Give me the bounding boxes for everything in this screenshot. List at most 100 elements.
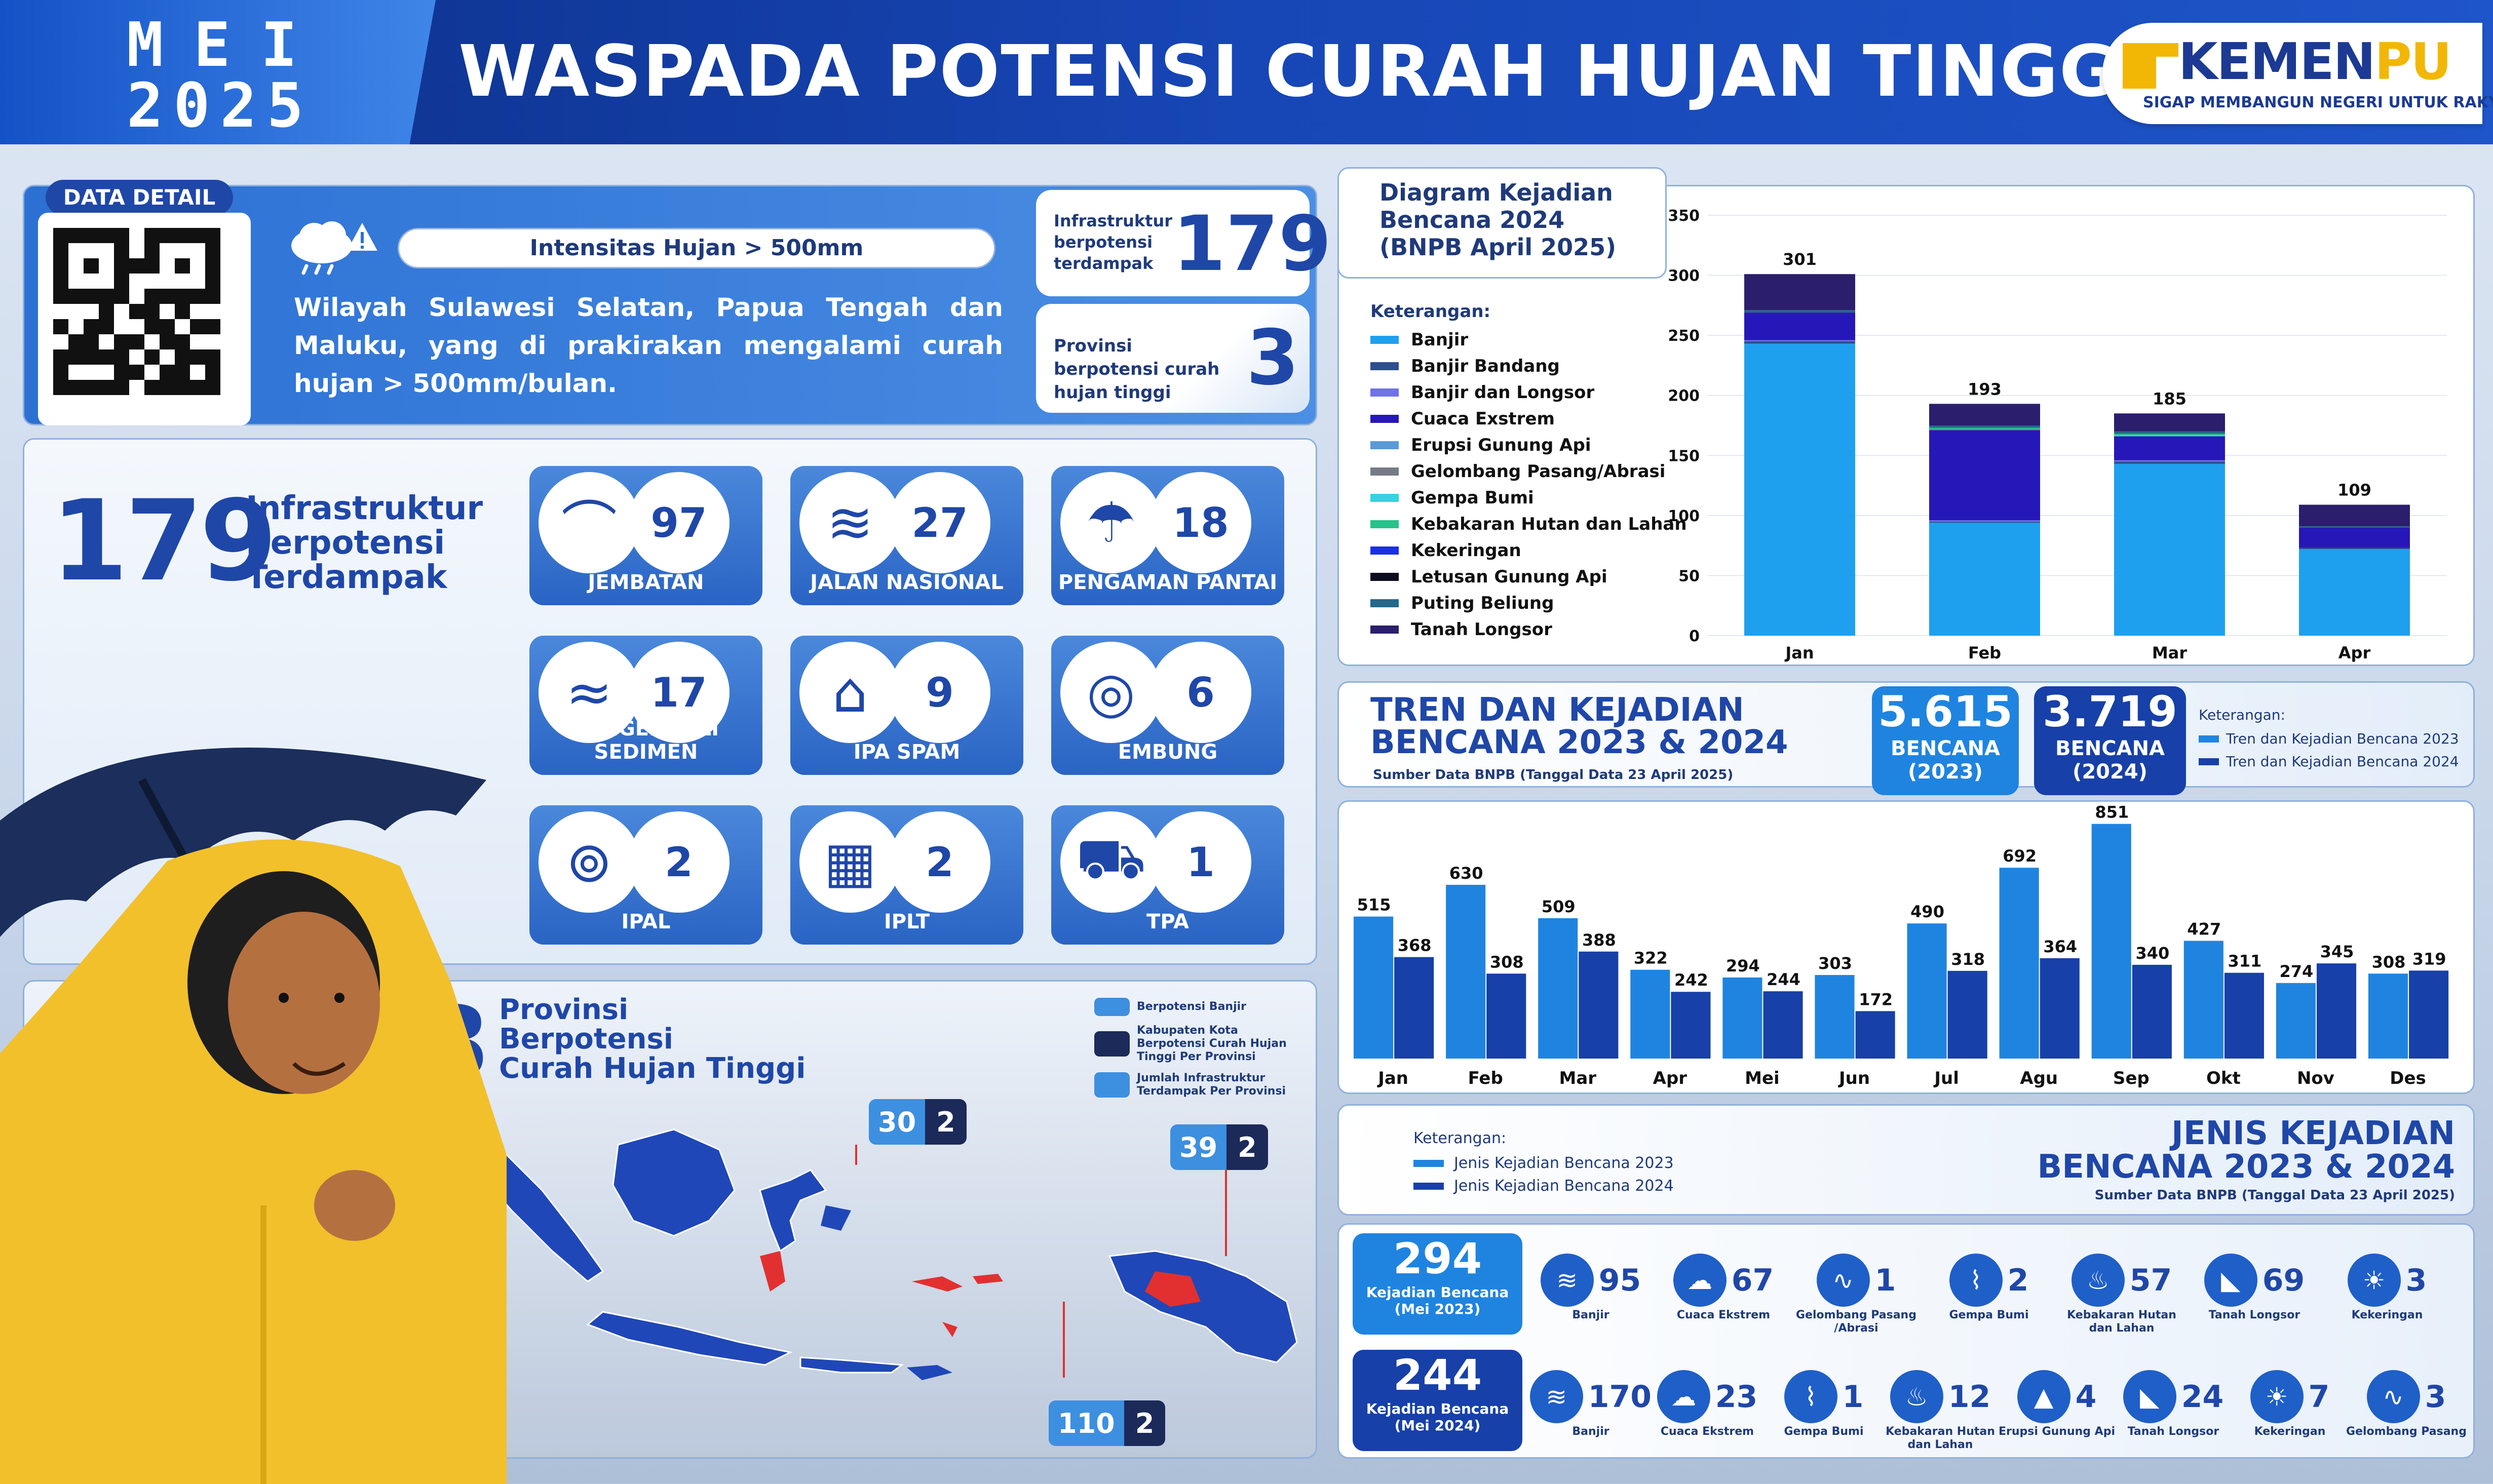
chart2-x-tick: Jul	[1933, 1068, 1959, 1088]
infra-tile-label: IPAL	[621, 910, 671, 933]
infra-tile-label: JALAN NASIONAL	[810, 571, 1004, 594]
kemenpu-logo: KEMENPU SIGAP MEMBANGUN NEGERI UNTUK RAK…	[2102, 23, 2493, 124]
chart1-legend-item: Banjir	[1370, 327, 1687, 353]
chart2-value-label: 308	[1490, 952, 1524, 971]
wastewater-icon: ⊚	[539, 811, 640, 913]
chart1-bar-segment	[2114, 463, 2225, 636]
chart2-bar	[1907, 923, 1947, 1059]
map-legend-item: Berpotensi Banjir	[1094, 998, 1307, 1016]
infra-tile-value: 6	[1150, 642, 1251, 743]
infra-tile-ipal: ⊚ 2 IPAL	[529, 805, 762, 945]
jenis-item-label: Kebakaran Hutan dan Lahan	[2067, 1309, 2176, 1335]
jenis-item: ☀ 7 Kekeringan	[2229, 1370, 2351, 1438]
infra-tile-label: IPA SPAM	[853, 740, 961, 764]
chart2-value-label: 490	[1910, 902, 1944, 921]
logo-slogan: SIGAP MEMBANGUN NEGERI UNTUK RAKYAT	[2143, 94, 2493, 111]
chart1-y-tick: 250	[1668, 327, 1700, 345]
total-mei-2023: 294 Kejadian Bencana (Mei 2023)	[1353, 1233, 1522, 1335]
infra-tile-label: IPLT	[884, 910, 930, 933]
chart1-bar-segment	[2114, 413, 2225, 432]
chart1-bar-segment	[1744, 274, 1855, 310]
chart2-value-label: 851	[2095, 803, 2129, 822]
chart2-x-tick: Mar	[1559, 1068, 1597, 1088]
jenis-title: JENIS KEJADIAN BENCANA 2023 & 2024	[2037, 1115, 2455, 1186]
chart1-legend-item: Banjir Bandang	[1370, 353, 1687, 379]
jenis-item-value: 170	[1588, 1379, 1652, 1415]
chart2-value-label: 303	[1818, 954, 1852, 973]
jenis-item-value: 67	[1731, 1262, 1774, 1298]
chart1-bar-segment	[1929, 425, 2040, 428]
infra-tile-value: 9	[889, 642, 990, 743]
volcano-icon: ▲	[2017, 1370, 2070, 1423]
chart1-legend-item: Gempa Bumi	[1370, 485, 1687, 511]
chart2-value-label: 308	[2372, 952, 2406, 971]
jenis-item-label: Tanah Longsor	[2208, 1309, 2300, 1321]
flood-icon: ≋	[1540, 1254, 1594, 1307]
chart1-x-tick: Mar	[2152, 643, 2187, 662]
province-stat-label: Provinsi berpotensi curah hujan tinggi	[1054, 336, 1220, 403]
jenis-item: ∿ 1 Gelombang Pasang /Abrasi	[1795, 1254, 1917, 1335]
infra-tile-label: EMBUNG	[1118, 740, 1218, 764]
chart2-bar	[2132, 964, 2172, 1059]
jenis-item: ♨ 12 Kebakaran Hutan dan Lahan	[1880, 1370, 2001, 1452]
chart1-bar-segment	[2114, 435, 2225, 437]
chart2-bar	[1855, 1011, 1895, 1059]
month-label: MEI	[127, 10, 328, 81]
infra-tile-value: 1	[1150, 811, 1251, 913]
chart2-bar	[1947, 970, 1987, 1059]
infra-stat-value: 179	[1173, 200, 1332, 288]
infra-tile-embung: ◎ 6 EMBUNG	[1051, 636, 1284, 775]
intensity-pill: Intensitas Hujan > 500mm	[398, 228, 995, 268]
infra-tile-value: 18	[1150, 472, 1251, 573]
chart2-x-tick: Mei	[1745, 1068, 1780, 1088]
infra-tile-value: 17	[628, 642, 730, 743]
chart2-bar	[1486, 973, 1526, 1059]
infra-tile-value: 2	[889, 811, 990, 913]
chart1-x-tick: Apr	[2338, 643, 2371, 662]
chart1-bar-segment	[1744, 340, 1855, 341]
jenis-item: ∿ 3 Gelombang Pasang	[2346, 1370, 2467, 1438]
road-icon: ≋	[799, 472, 901, 573]
wave-icon: ∿	[2366, 1370, 2420, 1423]
infra-tile-label: PENGENDALI SEDIMEN	[572, 717, 719, 764]
infra-tile-tpa: ⛟ 1 TPA	[1051, 805, 1284, 945]
jenis-item: ◣ 69 Tanah Longsor	[2194, 1254, 2315, 1322]
wave-icon: ∿	[1816, 1254, 1870, 1307]
jenis-item: ☁ 23 Cuaca Ekstrem	[1646, 1370, 1768, 1438]
chart2-x-tick: Okt	[2206, 1068, 2241, 1088]
jenis-item-value: 2	[2007, 1262, 2029, 1298]
jenis-item-label: Erupsi Gunung Api	[1998, 1425, 2115, 1438]
chart2-value-label: 322	[1634, 949, 1668, 968]
chart1-legend-item: Cuaca Exstrem	[1370, 406, 1687, 432]
chart2-legend: Keterangan: Tren dan Kejadian Bencana 20…	[2199, 707, 2459, 770]
province-stat-card: Provinsi berpotensi curah hujan tinggi 3	[1036, 304, 1310, 413]
chart1-y-tick: 0	[1689, 628, 1700, 645]
infra-stat-label: Infrastruktur berpotensi terdampak	[1054, 211, 1173, 273]
chart2-bar	[1999, 868, 2039, 1059]
chart1-bar-segment	[1929, 427, 2040, 429]
chart1-bar-segment	[2299, 549, 2410, 636]
rain-cloud-warning-icon	[291, 221, 377, 275]
chart2-x-tick: Jan	[1377, 1068, 1408, 1088]
chart1-legend-item: Gelombang Pasang/Abrasi	[1370, 458, 1687, 485]
infra-title: Infrastruktur Berpotensi Terdampak	[246, 490, 483, 596]
province-badge-maluku: 110 2	[1049, 1400, 1166, 1446]
chart2-value-label: 319	[2412, 949, 2446, 968]
chart1-bar-segment	[1929, 521, 2040, 523]
infra-tile-value: 27	[889, 472, 990, 573]
infra-tile-jalan-nasional: ≋ 27 JALAN NASIONAL	[790, 466, 1023, 605]
province-stat-value: 3	[1246, 314, 1299, 402]
chart1-total-label: 109	[2337, 481, 2371, 500]
chart2-bar	[2224, 972, 2264, 1059]
jenis-item: ▲ 4 Erupsi Gunung Api	[1996, 1370, 2118, 1438]
chart1-y-tick: 300	[1668, 267, 1700, 285]
jenis-item-label: Kekeringan	[2254, 1425, 2326, 1438]
chart1-stacked-bar: 0 50 100 150 200 250 300 350 301 Jan 193 Feb 185 Mar 1…	[1668, 207, 2447, 662]
qr-code[interactable]	[38, 213, 251, 425]
jenis-item-value: 4	[2075, 1379, 2097, 1415]
chart1-bar-segment	[2114, 461, 2225, 464]
chart2-bar	[2040, 958, 2080, 1059]
chart1-bar-segment	[2114, 436, 2225, 460]
chart2-bar	[2183, 941, 2223, 1059]
chart2-x-tick: Jun	[1838, 1068, 1870, 1088]
